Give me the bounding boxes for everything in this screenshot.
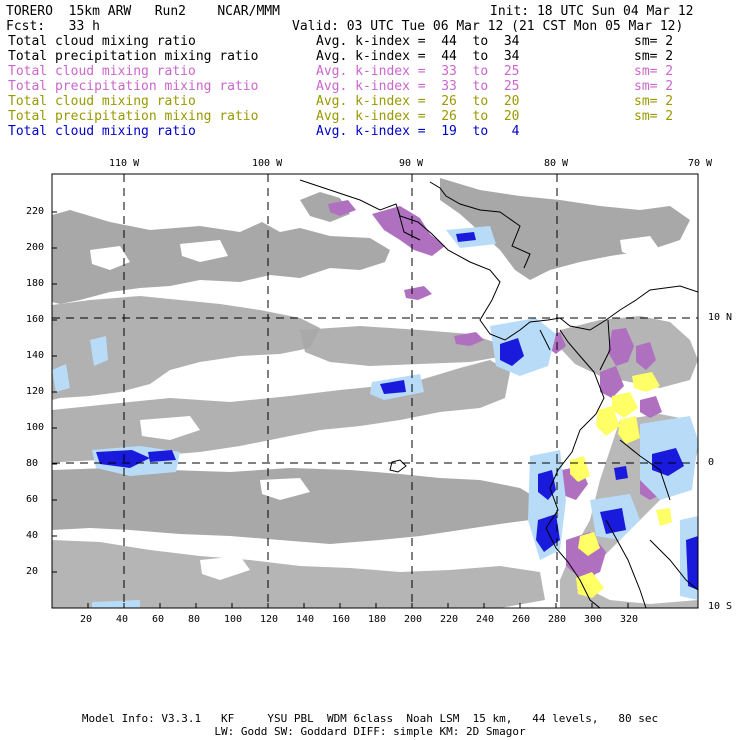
legend-kindex: Avg. k-index = 33 to 25 (316, 64, 520, 79)
legend-kindex: Avg. k-index = 33 to 25 (316, 79, 520, 94)
y-tick-label: 80 (26, 458, 39, 469)
legend-row: Total cloud mixing ratio Avg. k-index = 2… (8, 94, 728, 109)
lat-label-10s: 10 S (708, 601, 733, 612)
legend-field: Total precipitation mixing ratio (8, 109, 259, 124)
x-tick-label: 20 (80, 614, 93, 625)
model-info-line1: Model Info: V3.3.1 KF YSU PBL WDM 6class… (81, 712, 659, 725)
lon-label-70w: 70 W (688, 158, 713, 169)
cloud-gaps (90, 236, 660, 580)
legend-field: Total cloud mixing ratio (8, 94, 196, 109)
coastlines (299, 179, 698, 608)
model-title: TORERO 15km ARW Run2 NCAR/MMM (6, 4, 280, 19)
legend-row: Total precipitation mixing ratio Avg. k-i… (8, 79, 728, 94)
init-time: Init: 18 UTC Sun 04 Mar 12 (490, 4, 694, 19)
y-tick-label: 40 (26, 530, 39, 541)
legend-field: Total cloud mixing ratio (8, 124, 196, 139)
x-tick-label: 200 (404, 614, 423, 625)
x-tick-label: 220 (440, 614, 459, 625)
legend-row: Total precipitation mixing ratio Avg. k-i… (8, 109, 728, 124)
y-tick-label: 120 (26, 386, 45, 397)
legend-smoothing: sm= 2 (634, 109, 674, 124)
map-fields (52, 178, 698, 608)
x-tick-label: 180 (368, 614, 387, 625)
y-tick-label: 20 (26, 566, 39, 577)
x-tick-label: 80 (188, 614, 201, 625)
y-tick-label: 160 (26, 314, 45, 325)
legend-smoothing: sm= 2 (634, 79, 674, 94)
legend-kindex: Avg. k-index = 44 to 34 (316, 34, 520, 49)
lon-label-90w: 90 W (399, 158, 424, 169)
dark-blue-k-index-area (96, 232, 698, 590)
x-tick-label: 280 (548, 614, 567, 625)
axis-ticks (52, 211, 629, 608)
y-tick-label: 220 (26, 206, 45, 217)
y-tick-label: 140 (26, 350, 45, 361)
lat-lon-grid (52, 174, 698, 608)
legend-field: Total cloud mixing ratio (8, 34, 196, 49)
x-tick-label: 40 (116, 614, 129, 625)
legend-kindex: Avg. k-index = 19 to 4 (316, 124, 520, 139)
legend-smoothing: sm= 2 (634, 49, 674, 64)
legend-smoothing: sm= 2 (634, 34, 674, 49)
legend-field: Total precipitation mixing ratio (8, 79, 259, 94)
legend-row: Total cloud mixing ratio Avg. k-index = 3… (8, 64, 728, 79)
legend-smoothing: sm= 2 (634, 94, 674, 109)
purple-k-index-area (328, 200, 662, 580)
legend-field: Total precipitation mixing ratio (8, 49, 259, 64)
lon-label-110w: 110 W (109, 158, 140, 169)
legend-field: Total cloud mixing ratio (8, 64, 196, 79)
x-tick-label: 260 (512, 614, 531, 625)
lat-label-0: 0 (708, 457, 715, 468)
yellow-k-index-area (570, 372, 672, 598)
x-tick-label: 120 (260, 614, 279, 625)
lon-label-80w: 80 W (544, 158, 569, 169)
y-tick-label: 60 (26, 494, 39, 505)
model-info-line2: LW: Godd SW: Goddard DIFF: simple KM: 2D… (214, 725, 526, 738)
legend-row: Total precipitation mixing ratio Avg. k-i… (8, 49, 728, 64)
legend-row: Total cloud mixing ratio Avg. k-index = 4… (8, 34, 728, 49)
x-tick-label: 300 (584, 614, 603, 625)
x-tick-label: 100 (224, 614, 243, 625)
map-frame (51, 173, 699, 609)
x-tick-label: 320 (620, 614, 639, 625)
lon-label-100w: 100 W (252, 158, 283, 169)
legend-smoothing: sm= 2 (634, 64, 674, 79)
y-tick-label: 100 (26, 422, 45, 433)
x-tick-label: 160 (332, 614, 351, 625)
legend-row: Total cloud mixing ratio Avg. k-index = 1… (8, 124, 728, 139)
x-tick-label: 240 (476, 614, 495, 625)
cloud-field-gray (52, 178, 698, 608)
lat-label-10n: 10 N (708, 312, 733, 323)
x-tick-label: 140 (296, 614, 315, 625)
valid-time: Valid: 03 UTC Tue 06 Mar 12 (21 CST Mon … (292, 19, 684, 34)
legend-kindex: Avg. k-index = 26 to 20 (316, 109, 520, 124)
legend-kindex: Avg. k-index = 44 to 34 (316, 49, 520, 64)
legend-kindex: Avg. k-index = 26 to 20 (316, 94, 520, 109)
y-tick-label: 180 (26, 278, 45, 289)
forecast-hour: Fcst: 33 h (6, 19, 100, 34)
x-tick-label: 60 (152, 614, 165, 625)
y-tick-label: 200 (26, 242, 45, 253)
